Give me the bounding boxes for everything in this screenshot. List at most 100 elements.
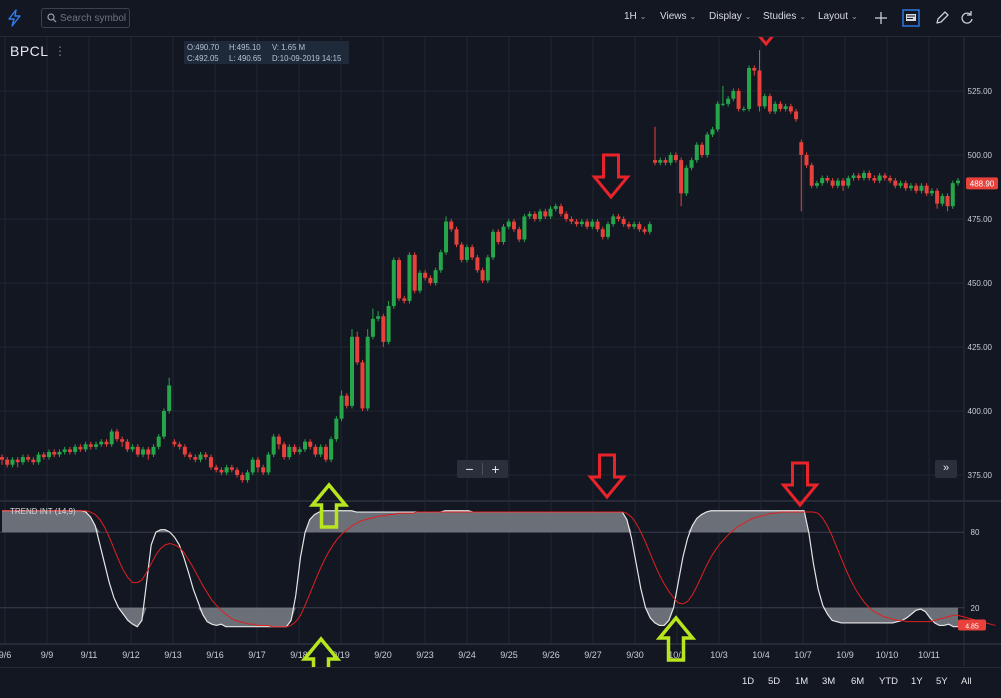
search-box[interactable] bbox=[41, 8, 130, 28]
candle-body bbox=[67, 449, 72, 452]
layout-menu[interactable]: Layout ⌄ bbox=[818, 11, 858, 22]
ohlc-low: L: 490.65 bbox=[229, 54, 262, 63]
candle-body bbox=[663, 160, 668, 163]
range-1d-button[interactable]: 1D bbox=[742, 676, 755, 687]
candle-body bbox=[747, 67, 752, 109]
candle-body bbox=[929, 190, 934, 194]
candle-body bbox=[423, 272, 428, 278]
candle-body bbox=[809, 165, 814, 186]
candle-body bbox=[355, 336, 360, 363]
studies-menu[interactable]: Studies ⌄ bbox=[763, 11, 806, 22]
candle-body bbox=[250, 459, 255, 473]
display-menu[interactable]: Display ⌄ bbox=[709, 11, 752, 22]
ohlc-volume: V: 1.65 M bbox=[272, 43, 306, 52]
top-toolbar: 1H⌄ Views⌄ Display⌄ Studies⌄ Layout⌄ bbox=[0, 0, 1001, 37]
symbol-name[interactable]: BPCL bbox=[10, 43, 49, 59]
candle-body bbox=[438, 252, 443, 271]
candle-body bbox=[882, 175, 887, 179]
candle-body bbox=[893, 180, 898, 186]
candle-body bbox=[444, 221, 449, 253]
draw-pencil-icon[interactable] bbox=[933, 9, 951, 27]
zoom-controls: − + bbox=[457, 460, 508, 478]
candle-body bbox=[814, 183, 819, 186]
candle-body bbox=[888, 178, 893, 181]
candle-body bbox=[161, 411, 166, 437]
zoom-separator bbox=[482, 463, 483, 475]
candle-body bbox=[710, 129, 715, 135]
candle-body bbox=[188, 454, 193, 458]
candle-body bbox=[595, 221, 600, 230]
candle-body bbox=[99, 441, 104, 445]
range-5d-button[interactable]: 5D bbox=[768, 676, 781, 687]
comment-icon[interactable] bbox=[902, 9, 920, 27]
price-chart[interactable]: 9/6 9/9 9/11 9/12 9/13 9/16 9/17 9/18 9/19 9/20 9/… bbox=[0, 0, 1001, 667]
search-input[interactable] bbox=[60, 11, 126, 25]
candle-body bbox=[611, 216, 616, 225]
candle-body bbox=[532, 213, 537, 219]
candle-body bbox=[632, 224, 637, 227]
candle-body bbox=[177, 444, 182, 447]
x-tick-label: 9/23 bbox=[416, 650, 434, 660]
indicator-label[interactable]: TREND INT (14,9) bbox=[10, 507, 76, 516]
range-6m-button[interactable]: 6M bbox=[851, 676, 865, 687]
range-all-button[interactable]: All bbox=[961, 676, 972, 687]
candle-body bbox=[720, 103, 725, 105]
candle-body bbox=[788, 106, 793, 112]
range-ytd-button[interactable]: YTD bbox=[879, 676, 898, 687]
refresh-icon[interactable] bbox=[958, 9, 976, 27]
candle-body bbox=[318, 446, 323, 455]
candle-body bbox=[830, 180, 835, 186]
candle-body bbox=[376, 316, 381, 319]
crosshair-plus-icon[interactable] bbox=[872, 9, 890, 27]
x-tick-label: 9/30 bbox=[626, 650, 644, 660]
price-tick-label: 450.00 bbox=[968, 279, 993, 288]
candle-body bbox=[198, 454, 203, 460]
candle-body bbox=[417, 272, 422, 291]
candle-body bbox=[846, 178, 851, 186]
candle-body bbox=[433, 270, 438, 283]
candle-body bbox=[773, 103, 778, 112]
scroll-to-latest-button[interactable]: » bbox=[935, 460, 957, 478]
candle-body bbox=[78, 446, 83, 450]
indicator-value-badge bbox=[958, 619, 986, 631]
chevron-down-icon: ⌄ bbox=[639, 12, 647, 21]
range-3m-button[interactable]: 3M bbox=[822, 676, 836, 687]
candle-body bbox=[940, 195, 945, 204]
candle-body bbox=[783, 106, 788, 109]
candle-body bbox=[841, 180, 846, 186]
range-1m-button[interactable]: 1M bbox=[795, 676, 809, 687]
candle-body bbox=[480, 270, 485, 281]
candle-body bbox=[52, 451, 57, 455]
indicator-value-label: 4.85 bbox=[965, 623, 979, 630]
indicator-lower-band bbox=[2, 607, 958, 627]
x-tick-label: 10/10 bbox=[876, 650, 899, 660]
candle-body bbox=[94, 444, 99, 447]
candle-body bbox=[825, 178, 830, 181]
candle-body bbox=[454, 229, 459, 245]
views-menu[interactable]: Views ⌄ bbox=[660, 11, 696, 22]
price-tick-label: 475.00 bbox=[968, 215, 993, 224]
candle-body bbox=[914, 185, 919, 191]
zoom-out-button[interactable]: − bbox=[465, 461, 474, 477]
candle-body bbox=[820, 178, 825, 184]
search-icon bbox=[47, 13, 57, 23]
candle-body bbox=[856, 175, 861, 179]
candle-body bbox=[861, 172, 866, 179]
candle-body bbox=[365, 336, 370, 409]
indicator-tick-label: 80 bbox=[971, 528, 980, 537]
candle-body bbox=[397, 259, 402, 299]
zoom-in-button[interactable]: + bbox=[491, 461, 500, 477]
candle-body bbox=[694, 144, 699, 161]
range-selector: 1D 5D 1M 3M 6M YTD 1Y 5Y All bbox=[0, 667, 1001, 698]
more-options-icon[interactable]: ⋮ bbox=[54, 44, 66, 58]
candle-body bbox=[731, 91, 736, 99]
range-1y-button[interactable]: 1Y bbox=[911, 676, 923, 687]
candle-body bbox=[851, 175, 856, 179]
range-5y-button[interactable]: 5Y bbox=[936, 676, 948, 687]
candle-body bbox=[553, 206, 558, 209]
candle-body bbox=[292, 446, 297, 452]
interval-dropdown[interactable]: 1H ⌄ bbox=[624, 11, 647, 22]
candle-body bbox=[543, 211, 548, 217]
candle-body bbox=[386, 306, 391, 342]
x-tick-label: 9/19 bbox=[332, 650, 350, 660]
